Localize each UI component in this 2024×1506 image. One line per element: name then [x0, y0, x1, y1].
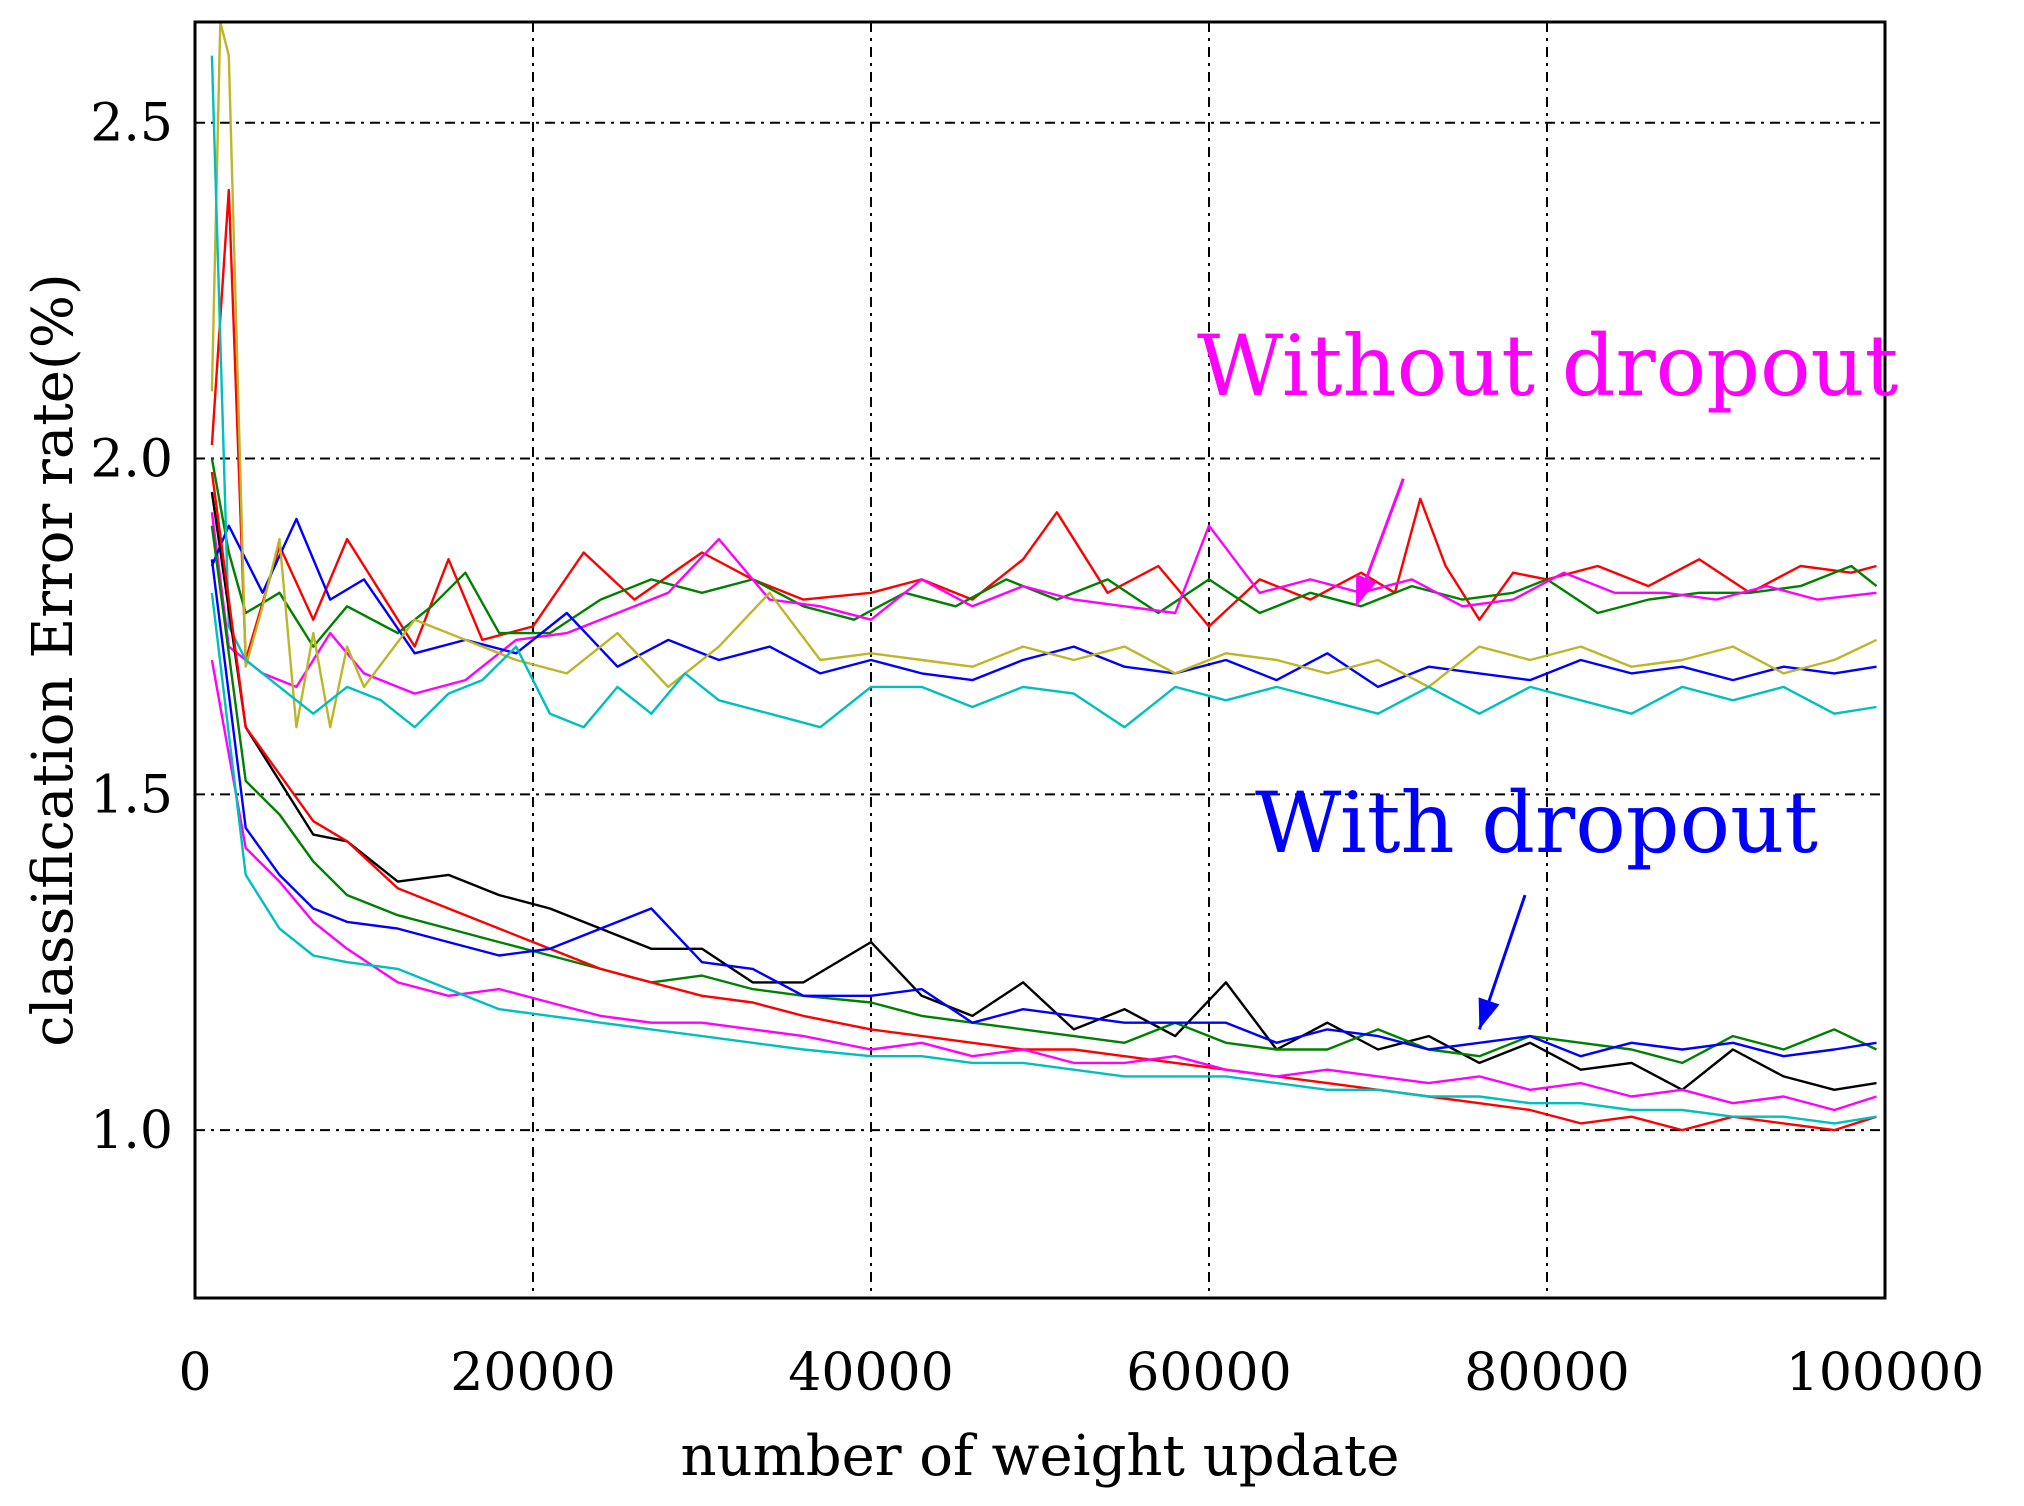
series-line-with-9: [210, 559, 1877, 1058]
x-tick-label: 80000: [1464, 1343, 1629, 1403]
y-axis-label: classification Error rate(%): [21, 273, 86, 1047]
x-tick-label: 20000: [450, 1343, 615, 1403]
x-axis: 0 20000 40000 60000 80000 100000: [178, 1343, 1984, 1403]
y-axis: 1.0 1.5 2.0 2.5: [90, 94, 173, 1161]
series-line-without-0: [210, 188, 1877, 662]
series-line-without-3: [210, 517, 1877, 689]
annotation-label: Without dropout: [1197, 317, 1899, 415]
series-line-without-2: [210, 512, 1877, 695]
series-line-without-1: [210, 458, 1878, 648]
x-tick-label: 0: [178, 1343, 211, 1403]
y-tick-label: 1.5: [90, 765, 173, 825]
series-line-without-5: [210, 55, 1877, 729]
annotation-arrowhead: [1478, 997, 1500, 1030]
x-tick-label: 60000: [1126, 1343, 1291, 1403]
plot-area-frame: [193, 20, 1887, 1300]
annotation-label: With dropout: [1255, 774, 1818, 872]
annotation-arrowhead: [1356, 574, 1377, 607]
x-tick-label: 100000: [1786, 1343, 1985, 1403]
series-line-with-11: [210, 592, 1877, 1125]
series-line-with-7: [210, 525, 1878, 1065]
series-line-with-6: [210, 491, 1877, 1092]
y-tick-label: 1.0: [90, 1101, 173, 1161]
series-line-with-10: [210, 659, 1877, 1112]
x-axis-label: number of weight update: [680, 1424, 1399, 1489]
grid: [195, 22, 1885, 1298]
x-tick-label: 40000: [788, 1343, 953, 1403]
y-tick-label: 2.0: [90, 430, 173, 490]
annotations: Without dropout With dropout: [1197, 317, 1899, 1030]
series-group: [210, 22, 1878, 1132]
series-line-without-4: [210, 22, 1878, 729]
y-tick-label: 2.5: [90, 94, 173, 154]
